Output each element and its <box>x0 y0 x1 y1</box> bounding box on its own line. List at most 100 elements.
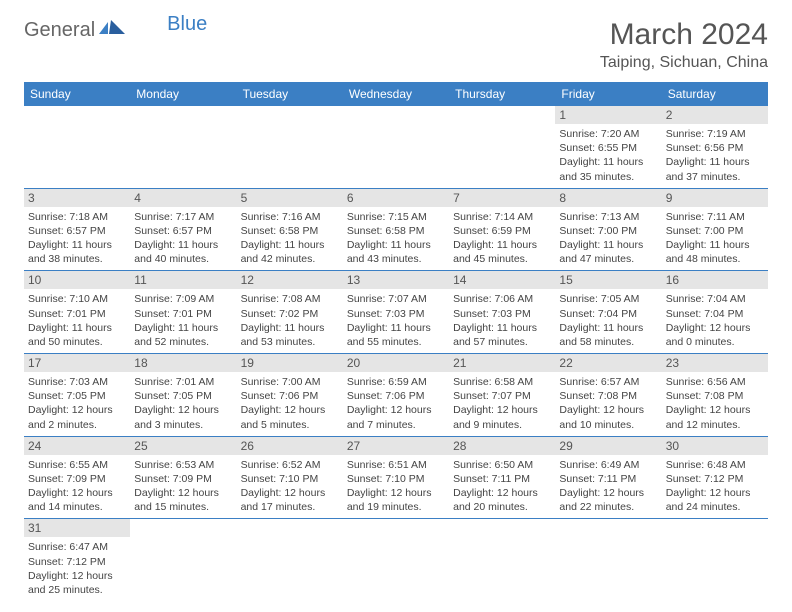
calendar-day-cell: 19 Sunrise: 7:00 AMSunset: 7:06 PMDayligh… <box>237 354 343 437</box>
calendar-day-cell: 18Sunrise: 7:01 AMSunset: 7:05 PMDayligh… <box>130 354 236 437</box>
calendar-week-row: 24 Sunrise: 6:55 AMSunset: 7:09 PMDayligh… <box>24 436 768 519</box>
day-info: Sunrise: 7:20 AMSunset: 6:55 PMDaylight:… <box>559 127 657 184</box>
day-info: Sunrise: 7:17 AMSunset: 6:57 PMDaylight:… <box>134 210 232 267</box>
day-info: Sunrise: 6:48 AMSunset: 7:12 PMDaylight:… <box>666 458 764 515</box>
day-info: Sunrise: 7:04 AMSunset: 7:04 PMDaylight:… <box>666 292 764 349</box>
weekday-header: Sunday <box>24 82 130 106</box>
calendar-day-cell: 21Sunrise: 6:58 AMSunset: 7:07 PMDayligh… <box>449 354 555 437</box>
day-number: 8 <box>555 189 661 207</box>
calendar-week-row: 10Sunrise: 7:10 AMSunset: 7:01 PMDayligh… <box>24 271 768 354</box>
day-info: Sunrise: 7:11 AMSunset: 7:00 PMDaylight:… <box>666 210 764 267</box>
title-block: March 2024 Taiping, Sichuan, China <box>600 18 768 72</box>
calendar-day-cell: 2Sunrise: 7:19 AMSunset: 6:56 PMDaylight… <box>662 106 768 188</box>
day-number: 22 <box>555 354 661 372</box>
calendar-day-cell: 7 Sunrise: 7:14 AMSunset: 6:59 PMDaylight… <box>449 188 555 271</box>
calendar-empty-cell <box>24 106 130 188</box>
calendar-empty-cell <box>449 106 555 188</box>
day-number: 17 <box>24 354 130 372</box>
calendar-day-cell: 12Sunrise: 7:08 AMSunset: 7:02 PMDayligh… <box>237 271 343 354</box>
calendar-day-cell: 5Sunrise: 7:16 AMSunset: 6:58 PMDaylight… <box>237 188 343 271</box>
day-number: 7 <box>449 189 555 207</box>
day-info: Sunrise: 7:08 AMSunset: 7:02 PMDaylight:… <box>241 292 339 349</box>
day-number: 18 <box>130 354 236 372</box>
calendar-empty-cell <box>662 519 768 601</box>
day-info: Sunrise: 6:51 AMSunset: 7:10 PMDaylight:… <box>347 458 445 515</box>
day-info: Sunrise: 6:56 AMSunset: 7:08 PMDaylight:… <box>666 375 764 432</box>
day-number: 9 <box>662 189 768 207</box>
day-number: 19 <box>237 354 343 372</box>
day-info: Sunrise: 7:00 AMSunset: 7:06 PMDaylight:… <box>241 375 339 432</box>
calendar-day-cell: 11 Sunrise: 7:09 AMSunset: 7:01 PMDayligh… <box>130 271 236 354</box>
day-number: 5 <box>237 189 343 207</box>
weekday-header: Saturday <box>662 82 768 106</box>
calendar-day-cell: 26Sunrise: 6:52 AMSunset: 7:10 PMDayligh… <box>237 436 343 519</box>
calendar-week-row: 31 Sunrise: 6:47 AMSunset: 7:12 PMDayligh… <box>24 519 768 601</box>
day-info: Sunrise: 7:18 AMSunset: 6:57 PMDaylight:… <box>28 210 126 267</box>
day-number: 13 <box>343 271 449 289</box>
day-info: Sunrise: 6:49 AMSunset: 7:11 PMDaylight:… <box>559 458 657 515</box>
calendar-day-cell: 31 Sunrise: 6:47 AMSunset: 7:12 PMDayligh… <box>24 519 130 601</box>
calendar-week-row: 1Sunrise: 7:20 AMSunset: 6:55 PMDaylight… <box>24 106 768 188</box>
day-info: Sunrise: 7:15 AMSunset: 6:58 PMDaylight:… <box>347 210 445 267</box>
day-info: Sunrise: 7:13 AMSunset: 7:00 PMDaylight:… <box>559 210 657 267</box>
weekday-header: Monday <box>130 82 236 106</box>
calendar-head: SundayMondayTuesdayWednesdayThursdayFrid… <box>24 82 768 106</box>
calendar-day-cell: 29Sunrise: 6:49 AMSunset: 7:11 PMDayligh… <box>555 436 661 519</box>
calendar-day-cell: 25Sunrise: 6:53 AMSunset: 7:09 PMDayligh… <box>130 436 236 519</box>
day-number: 3 <box>24 189 130 207</box>
calendar-day-cell: 23 Sunrise: 6:56 AMSunset: 7:08 PMDayligh… <box>662 354 768 437</box>
calendar-empty-cell <box>343 106 449 188</box>
calendar-day-cell: 27 Sunrise: 6:51 AMSunset: 7:10 PMDayligh… <box>343 436 449 519</box>
weekday-header: Thursday <box>449 82 555 106</box>
calendar-empty-cell <box>130 519 236 601</box>
calendar-empty-cell <box>555 519 661 601</box>
calendar-empty-cell <box>343 519 449 601</box>
calendar-day-cell: 1Sunrise: 7:20 AMSunset: 6:55 PMDaylight… <box>555 106 661 188</box>
calendar-table: SundayMondayTuesdayWednesdayThursdayFrid… <box>24 82 768 601</box>
calendar-empty-cell <box>237 519 343 601</box>
calendar-week-row: 3 Sunrise: 7:18 AMSunset: 6:57 PMDaylight… <box>24 188 768 271</box>
day-info: Sunrise: 6:50 AMSunset: 7:11 PMDaylight:… <box>453 458 551 515</box>
day-number: 11 <box>130 271 236 289</box>
calendar-body: 1Sunrise: 7:20 AMSunset: 6:55 PMDaylight… <box>24 106 768 601</box>
day-info: Sunrise: 6:47 AMSunset: 7:12 PMDaylight:… <box>28 540 126 597</box>
calendar-day-cell: 6 Sunrise: 7:15 AMSunset: 6:58 PMDaylight… <box>343 188 449 271</box>
calendar-empty-cell <box>130 106 236 188</box>
month-title: March 2024 <box>600 18 768 52</box>
day-number: 2 <box>662 106 768 124</box>
day-info: Sunrise: 7:09 AMSunset: 7:01 PMDaylight:… <box>134 292 232 349</box>
header: General Blue March 2024 Taiping, Sichuan… <box>24 18 768 72</box>
day-number: 27 <box>343 437 449 455</box>
calendar-week-row: 17 Sunrise: 7:03 AMSunset: 7:05 PMDayligh… <box>24 354 768 437</box>
calendar-day-cell: 28 Sunrise: 6:50 AMSunset: 7:11 PMDayligh… <box>449 436 555 519</box>
location: Taiping, Sichuan, China <box>600 54 768 72</box>
day-number: 28 <box>449 437 555 455</box>
day-number: 16 <box>662 271 768 289</box>
day-info: Sunrise: 6:55 AMSunset: 7:09 PMDaylight:… <box>28 458 126 515</box>
day-number: 25 <box>130 437 236 455</box>
calendar-day-cell: 17 Sunrise: 7:03 AMSunset: 7:05 PMDayligh… <box>24 354 130 437</box>
brand-part2: Blue <box>167 13 207 36</box>
day-number: 15 <box>555 271 661 289</box>
day-info: Sunrise: 6:57 AMSunset: 7:08 PMDaylight:… <box>559 375 657 432</box>
calendar-day-cell: 30 Sunrise: 6:48 AMSunset: 7:12 PMDayligh… <box>662 436 768 519</box>
day-number: 30 <box>662 437 768 455</box>
weekday-header: Tuesday <box>237 82 343 106</box>
calendar-empty-cell <box>237 106 343 188</box>
day-number: 21 <box>449 354 555 372</box>
calendar-day-cell: 4Sunrise: 7:17 AMSunset: 6:57 PMDaylight… <box>130 188 236 271</box>
day-number: 23 <box>662 354 768 372</box>
calendar-day-cell: 10Sunrise: 7:10 AMSunset: 7:01 PMDayligh… <box>24 271 130 354</box>
day-info: Sunrise: 7:03 AMSunset: 7:05 PMDaylight:… <box>28 375 126 432</box>
calendar-day-cell: 8 Sunrise: 7:13 AMSunset: 7:00 PMDaylight… <box>555 188 661 271</box>
calendar-day-cell: 22 Sunrise: 6:57 AMSunset: 7:08 PMDayligh… <box>555 354 661 437</box>
calendar-day-cell: 14Sunrise: 7:06 AMSunset: 7:03 PMDayligh… <box>449 271 555 354</box>
day-info: Sunrise: 7:14 AMSunset: 6:59 PMDaylight:… <box>453 210 551 267</box>
day-info: Sunrise: 7:05 AMSunset: 7:04 PMDaylight:… <box>559 292 657 349</box>
day-number: 6 <box>343 189 449 207</box>
calendar-day-cell: 16 Sunrise: 7:04 AMSunset: 7:04 PMDayligh… <box>662 271 768 354</box>
brand-logo: General Blue <box>24 18 207 42</box>
day-number: 24 <box>24 437 130 455</box>
day-number: 31 <box>24 519 130 537</box>
day-info: Sunrise: 7:06 AMSunset: 7:03 PMDaylight:… <box>453 292 551 349</box>
